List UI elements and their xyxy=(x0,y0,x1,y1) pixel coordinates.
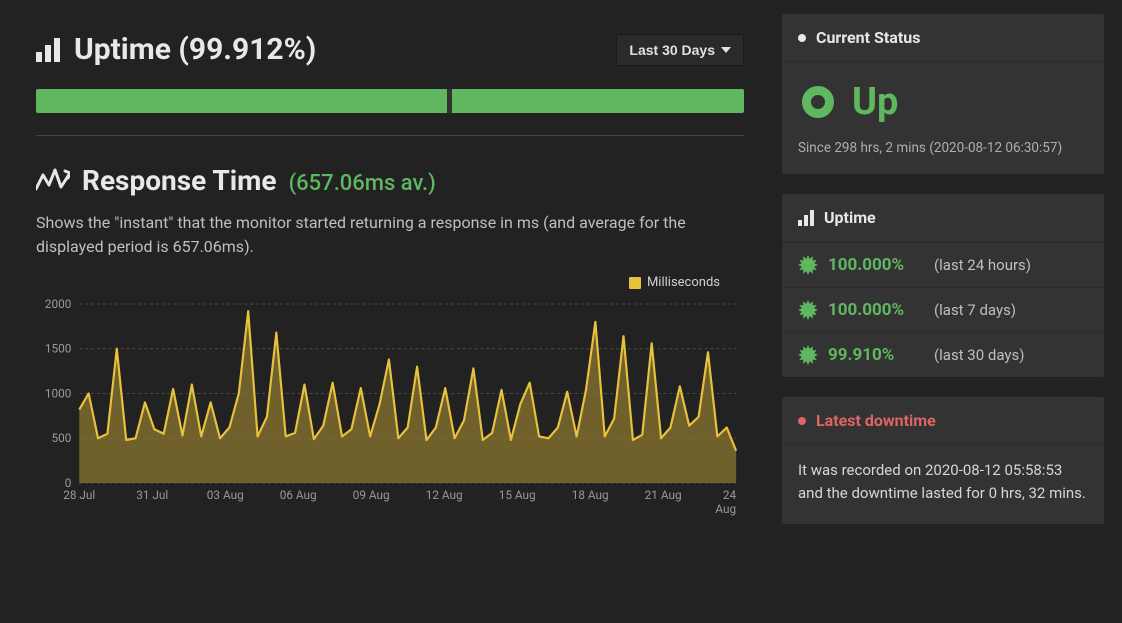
legend-label: Milliseconds xyxy=(647,275,720,290)
starburst-icon xyxy=(798,300,818,320)
chevron-down-icon xyxy=(721,47,731,53)
record-icon xyxy=(798,34,806,42)
svg-text:24: 24 xyxy=(723,488,737,502)
current-status-panel: Current Status Up Since 298 hrs, 2 mins … xyxy=(782,14,1104,174)
uptime-pct: 99.910% xyxy=(828,345,924,365)
svg-text:1500: 1500 xyxy=(45,342,72,356)
uptime-pct: 100.000% xyxy=(828,300,924,320)
legend-swatch xyxy=(629,277,641,289)
uptime-title: Uptime (99.912%) xyxy=(74,32,316,67)
divider xyxy=(36,135,744,136)
svg-text:500: 500 xyxy=(52,431,72,445)
status-since: Since 298 hrs, 2 mins (2020-08-12 06:30:… xyxy=(798,140,1088,156)
status-state-label: Up xyxy=(852,80,898,124)
status-up-icon xyxy=(802,86,834,118)
current-status-header: Current Status xyxy=(816,28,920,47)
svg-text:18 Aug: 18 Aug xyxy=(572,488,609,502)
svg-text:28 Jul: 28 Jul xyxy=(63,488,95,502)
starburst-icon xyxy=(798,255,818,275)
uptime-bar-segment xyxy=(36,89,447,113)
uptime-period: (last 24 hours) xyxy=(934,256,1031,274)
response-time-chart: Milliseconds 050010001500200028 Jul31 Ju… xyxy=(36,275,744,525)
chart-legend: Milliseconds xyxy=(629,275,720,290)
date-range-label: Last 30 Days xyxy=(629,42,715,58)
response-time-description: Shows the "instant" that the monitor sta… xyxy=(36,211,744,259)
svg-text:09 Aug: 09 Aug xyxy=(353,488,390,502)
svg-text:1000: 1000 xyxy=(45,386,72,400)
uptime-period: (last 7 days) xyxy=(934,301,1016,319)
svg-text:12 Aug: 12 Aug xyxy=(426,488,463,502)
uptime-row: 99.910% (last 30 days) xyxy=(782,332,1104,377)
svg-text:21 Aug: 21 Aug xyxy=(645,488,682,502)
uptime-row: 100.000% (last 24 hours) xyxy=(782,242,1104,287)
uptime-row: 100.000% (last 7 days) xyxy=(782,287,1104,332)
starburst-icon xyxy=(798,345,818,365)
date-range-dropdown[interactable]: Last 30 Days xyxy=(616,34,744,66)
uptime-bar xyxy=(36,89,744,113)
uptime-bar-segment xyxy=(452,89,744,113)
svg-text:15 Aug: 15 Aug xyxy=(499,488,536,502)
svg-text:06 Aug: 06 Aug xyxy=(280,488,317,502)
response-time-icon xyxy=(36,167,70,195)
bar-chart-icon xyxy=(36,38,60,62)
svg-text:03 Aug: 03 Aug xyxy=(207,488,244,502)
uptime-period: (last 30 days) xyxy=(934,346,1024,364)
latest-downtime-body: It was recorded on 2020-08-12 05:58:53 a… xyxy=(782,445,1104,524)
latest-downtime-panel: Latest downtime It was recorded on 2020-… xyxy=(782,397,1104,524)
svg-text:2000: 2000 xyxy=(45,297,72,311)
response-time-title: Response Time xyxy=(82,164,277,197)
uptime-pct: 100.000% xyxy=(828,255,924,275)
latest-downtime-header: Latest downtime xyxy=(816,411,936,430)
response-time-average: (657.06ms av.) xyxy=(289,171,436,196)
svg-text:31 Jul: 31 Jul xyxy=(136,488,168,502)
uptime-side-header: Uptime xyxy=(824,208,876,227)
uptime-side-panel: Uptime 100.000% (last 24 hours) 100.000% (l… xyxy=(782,194,1104,377)
svg-text:Aug: Aug xyxy=(715,502,736,516)
record-icon xyxy=(798,417,806,425)
bar-chart-icon xyxy=(798,210,814,226)
